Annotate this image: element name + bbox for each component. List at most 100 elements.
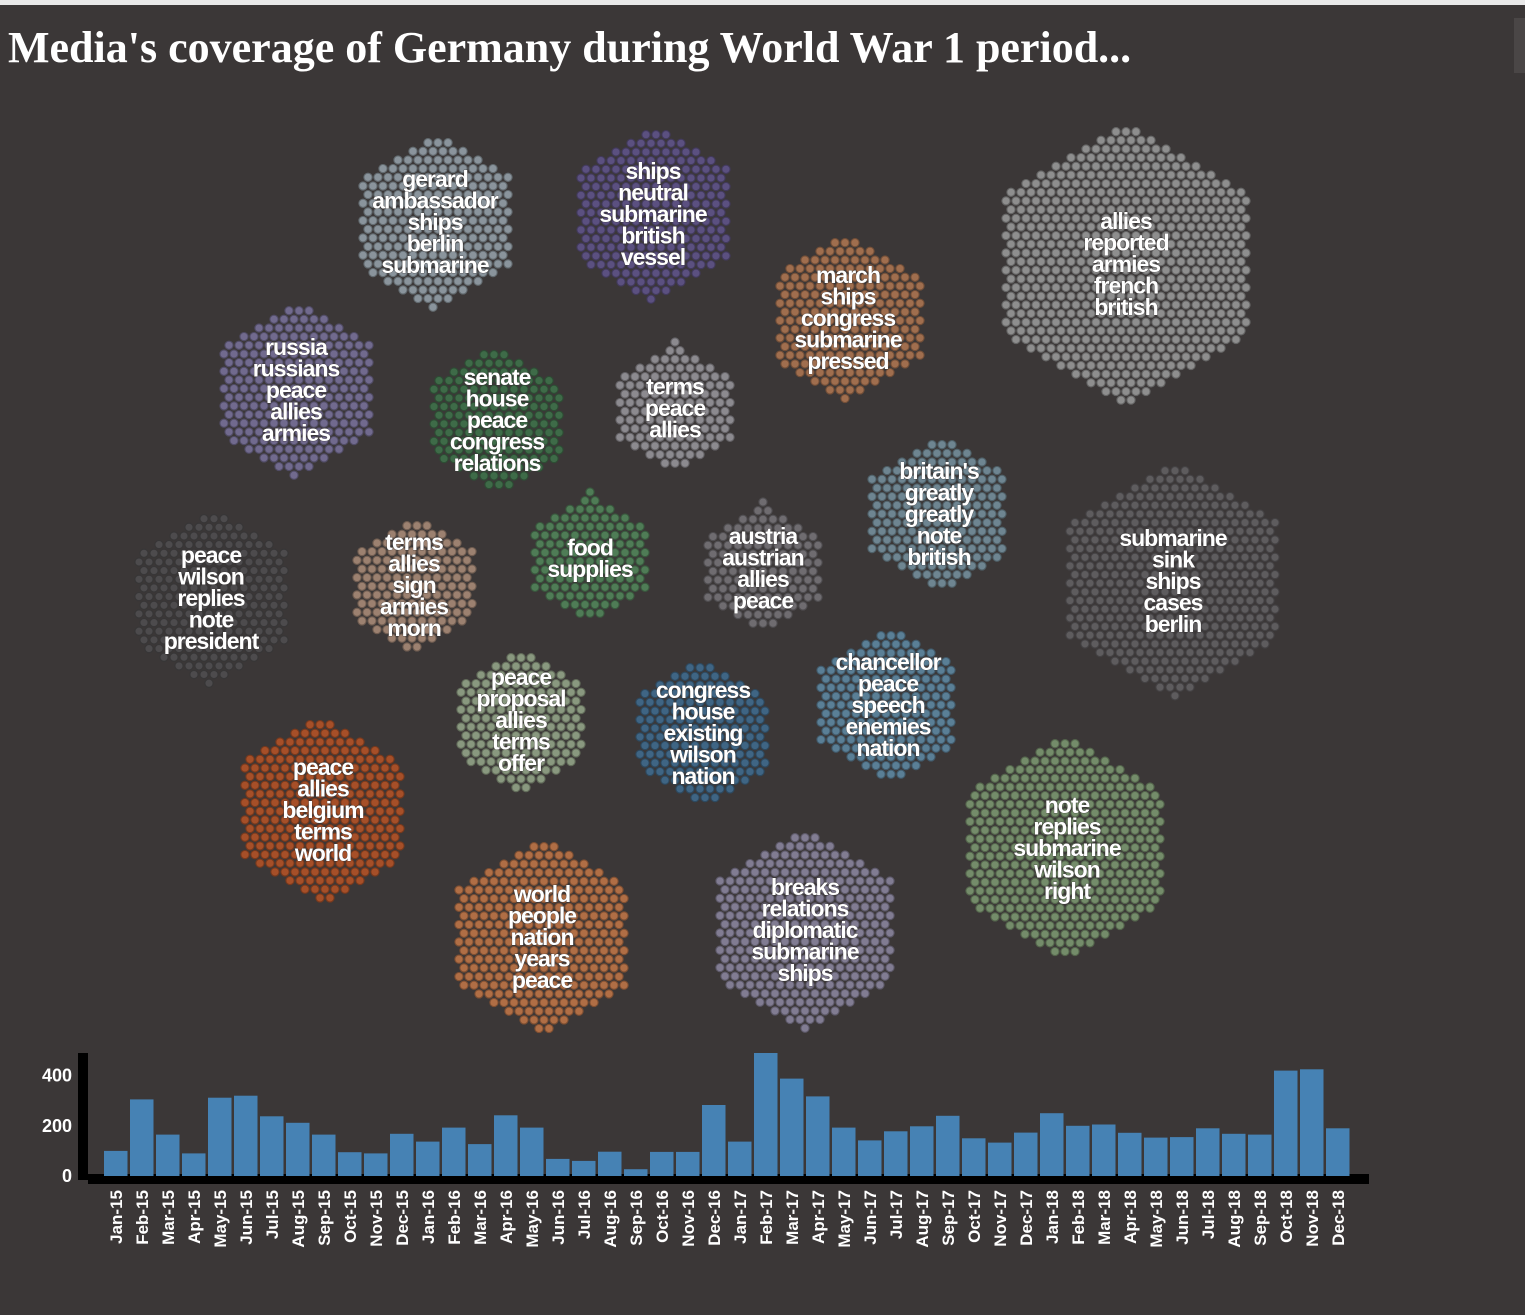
hex-dot bbox=[408, 198, 418, 208]
bar-Jan-15[interactable] bbox=[104, 1150, 128, 1176]
bar-Mar-17[interactable] bbox=[780, 1078, 804, 1176]
bar-Jan-17[interactable] bbox=[728, 1141, 752, 1176]
bar-May-18[interactable] bbox=[1144, 1137, 1168, 1176]
hex-dot bbox=[473, 241, 483, 252]
bar-Apr-15[interactable] bbox=[182, 1153, 206, 1176]
x-tick-label: Mar-17 bbox=[783, 1190, 802, 1245]
bar-Jun-16[interactable] bbox=[546, 1158, 570, 1176]
bar-May-17[interactable] bbox=[832, 1127, 856, 1176]
hex-dot bbox=[478, 233, 488, 243]
hex-dot bbox=[498, 215, 508, 226]
bar-Jul-18[interactable] bbox=[1196, 1128, 1220, 1176]
bar-Jun-15[interactable] bbox=[234, 1095, 258, 1176]
bar-Nov-18[interactable] bbox=[1300, 1069, 1324, 1176]
bar-Apr-18[interactable] bbox=[1118, 1132, 1142, 1176]
bar-Aug-17[interactable] bbox=[910, 1126, 934, 1176]
hex-dot bbox=[785, 333, 795, 343]
bar-Mar-18[interactable] bbox=[1092, 1124, 1116, 1177]
scrollbar[interactable] bbox=[1514, 18, 1525, 73]
bar-Sep-17[interactable] bbox=[936, 1115, 960, 1176]
bar-Mar-16[interactable] bbox=[468, 1144, 492, 1176]
bar-Feb-16[interactable] bbox=[442, 1127, 466, 1176]
hex-dot bbox=[393, 224, 403, 234]
bar-Apr-17[interactable] bbox=[806, 1096, 830, 1176]
bar-May-16[interactable] bbox=[520, 1127, 544, 1176]
hex-dot bbox=[1181, 196, 1191, 206]
bar-Dec-16[interactable] bbox=[702, 1105, 726, 1176]
bar-Jan-16[interactable] bbox=[416, 1141, 440, 1176]
bar-May-15[interactable] bbox=[208, 1097, 232, 1176]
hex-dot bbox=[1091, 178, 1101, 189]
hex-dot bbox=[795, 367, 805, 378]
hex-dot bbox=[780, 289, 790, 300]
bar-Oct-18[interactable] bbox=[1274, 1070, 1298, 1176]
bar-Dec-17[interactable] bbox=[1014, 1132, 1038, 1176]
hex-dot bbox=[388, 198, 398, 208]
bar-Oct-15[interactable] bbox=[338, 1152, 362, 1176]
bar-Jul-15[interactable] bbox=[260, 1116, 284, 1176]
bar-Nov-15[interactable] bbox=[364, 1153, 388, 1176]
hex-dot bbox=[1131, 161, 1141, 171]
bar-Jun-17[interactable] bbox=[858, 1140, 882, 1176]
hex-dot bbox=[875, 367, 885, 378]
hex-dot bbox=[656, 207, 666, 218]
hex-dot bbox=[825, 246, 835, 256]
hex-dot bbox=[393, 259, 403, 269]
bar-Aug-15[interactable] bbox=[286, 1122, 310, 1176]
hex-dot bbox=[423, 224, 433, 234]
hex-dot bbox=[1131, 230, 1141, 241]
bar-Jul-17[interactable] bbox=[884, 1131, 908, 1176]
hex-dot bbox=[611, 251, 621, 261]
bar-Dec-15[interactable] bbox=[390, 1133, 414, 1176]
hex-dot bbox=[1061, 230, 1071, 241]
hex-dot bbox=[646, 225, 656, 235]
bar-Jan-18[interactable] bbox=[1040, 1113, 1064, 1176]
bar-Aug-16[interactable] bbox=[598, 1151, 622, 1176]
hex-dot bbox=[581, 181, 591, 192]
bar-Feb-17[interactable] bbox=[754, 1053, 778, 1176]
hex-dot bbox=[388, 215, 398, 226]
hex-dot bbox=[1111, 161, 1121, 171]
hex-dot bbox=[438, 215, 448, 226]
bar-Apr-16[interactable] bbox=[494, 1115, 518, 1176]
hex-dot bbox=[1241, 213, 1251, 223]
hex-dot bbox=[800, 307, 810, 317]
bar-Sep-15[interactable] bbox=[312, 1134, 336, 1176]
bar-Jun-18[interactable] bbox=[1170, 1137, 1194, 1176]
hex-dot bbox=[1196, 222, 1206, 232]
hex-dot bbox=[651, 251, 661, 261]
hex-dot bbox=[433, 155, 443, 165]
bar-Aug-18[interactable] bbox=[1222, 1133, 1246, 1176]
hex-dot bbox=[1196, 187, 1206, 197]
bar-Sep-16[interactable] bbox=[624, 1169, 648, 1176]
hex-dot bbox=[711, 164, 721, 174]
hex-dot bbox=[1081, 196, 1091, 206]
hex-dot bbox=[830, 376, 840, 386]
bar-Nov-17[interactable] bbox=[988, 1142, 1012, 1176]
hex-dot bbox=[373, 207, 383, 217]
hex-dot bbox=[820, 289, 830, 300]
hex-dot bbox=[1236, 204, 1246, 215]
bar-Nov-16[interactable] bbox=[676, 1151, 700, 1176]
bar-Sep-18[interactable] bbox=[1248, 1134, 1272, 1176]
bar-Oct-17[interactable] bbox=[962, 1138, 986, 1176]
hex-dot bbox=[403, 172, 413, 182]
hex-dot bbox=[885, 367, 895, 378]
hex-dot bbox=[358, 233, 368, 243]
bar-Feb-18[interactable] bbox=[1066, 1125, 1090, 1176]
bar-Jul-16[interactable] bbox=[572, 1160, 596, 1176]
hex-dot bbox=[860, 307, 870, 317]
hex-dot bbox=[418, 285, 428, 295]
bar-Dec-18[interactable] bbox=[1326, 1128, 1350, 1176]
hex-dot bbox=[656, 190, 666, 200]
bar-Mar-15[interactable] bbox=[156, 1134, 180, 1176]
bar-Oct-16[interactable] bbox=[650, 1151, 674, 1176]
hex-dot bbox=[458, 215, 468, 226]
bar-Feb-15[interactable] bbox=[130, 1099, 154, 1176]
hex-dot bbox=[1101, 161, 1111, 171]
hex-dot bbox=[910, 307, 920, 317]
